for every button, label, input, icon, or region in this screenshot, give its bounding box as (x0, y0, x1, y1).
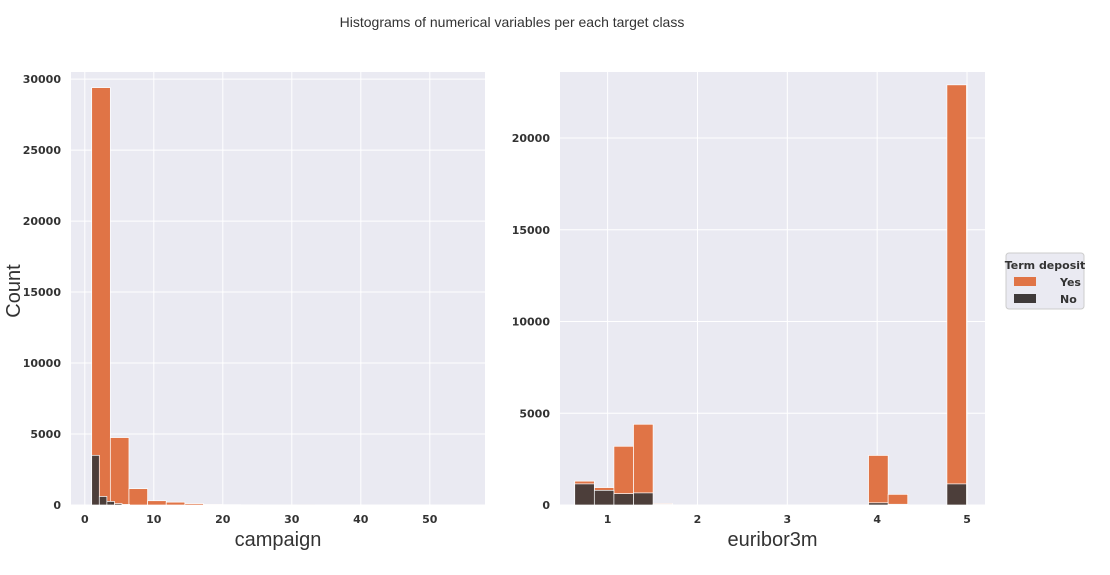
y-tick-label-campaign: 25000 (23, 144, 62, 157)
y-tick-label-campaign: 10000 (23, 357, 62, 370)
bar-yes-campaign (128, 488, 148, 506)
bar-yes-campaign (91, 87, 111, 506)
y-tick-label-euribor3m: 0 (542, 499, 550, 512)
x-tick-label-euribor3m: 4 (873, 513, 881, 526)
bar-yes-euribor3m (887, 494, 909, 506)
x-tick-label-campaign: 30 (284, 513, 300, 526)
legend-label-yes: Yes (1059, 276, 1081, 289)
x-tick-label-campaign: 0 (81, 513, 89, 526)
x-tick-label-euribor3m: 5 (963, 513, 971, 526)
y-axis-label: Count (3, 264, 25, 318)
y-tick-label-campaign: 0 (53, 499, 61, 512)
figure-title: Histograms of numerical variables per ea… (340, 14, 685, 30)
legend: Term deposit Yes No (1005, 252, 1086, 310)
bar-yes-campaign (184, 503, 204, 506)
bar-no-campaign (114, 503, 123, 506)
bar-yes-euribor3m (946, 84, 967, 506)
bar-yes-campaign (147, 500, 167, 506)
bar-no-euribor3m (946, 483, 967, 506)
legend-title: Term deposit (1005, 259, 1086, 272)
bar-no-campaign (91, 454, 100, 506)
bar-no-euribor3m (574, 483, 595, 506)
x-tick-label-campaign: 40 (353, 513, 369, 526)
bar-no-euribor3m (652, 503, 674, 506)
bar-yes-campaign (203, 504, 223, 506)
y-tick-label-euribor3m: 5000 (519, 407, 550, 420)
x-tick-label-euribor3m: 2 (694, 513, 702, 526)
bar-no-euribor3m (633, 492, 654, 506)
x-tick-label-campaign: 10 (146, 513, 162, 526)
legend-swatch-no (1014, 294, 1036, 303)
bar-yes-euribor3m (868, 455, 889, 506)
y-tick-label-euribor3m: 20000 (512, 132, 551, 145)
bar-no-euribor3m (868, 502, 889, 506)
y-tick-label-campaign: 15000 (23, 286, 62, 299)
campaign-histogram-panel: 0 10 20 30 40 50 0 5000 10000 15000 20000 25000 3000… (23, 72, 485, 551)
x-tick-label-euribor3m: 3 (783, 513, 791, 526)
y-tick-label-campaign: 20000 (23, 215, 62, 228)
bar-no-euribor3m (613, 493, 634, 506)
x-tick-label-campaign: 50 (422, 513, 438, 526)
legend-label-no: No (1060, 293, 1077, 306)
bar-no-campaign (98, 496, 108, 506)
euribor3m-histogram-panel: 1 2 3 4 5 0 5000 10000 15000 20000 euribor3m (512, 72, 985, 551)
bar-yes-campaign (109, 437, 130, 506)
legend-swatch-yes (1014, 277, 1036, 286)
bar-no-euribor3m (593, 489, 615, 506)
y-tick-label-euribor3m: 10000 (512, 316, 551, 329)
y-tick-label-campaign: 5000 (30, 428, 61, 441)
x-axis-label-campaign: campaign (235, 529, 322, 551)
y-tick-label-campaign: 30000 (23, 73, 62, 86)
plot-area-campaign (71, 72, 485, 505)
x-axis-label-euribor3m: euribor3m (727, 529, 817, 551)
y-tick-label-euribor3m: 15000 (512, 224, 551, 237)
plot-area-euribor3m (560, 72, 985, 505)
bar-no-campaign (106, 501, 115, 506)
x-tick-label-euribor3m: 1 (604, 513, 612, 526)
bar-no-euribor3m (887, 503, 909, 506)
bar-no-campaign (121, 504, 130, 506)
bar-yes-campaign (165, 501, 186, 506)
x-tick-label-campaign: 20 (215, 513, 231, 526)
